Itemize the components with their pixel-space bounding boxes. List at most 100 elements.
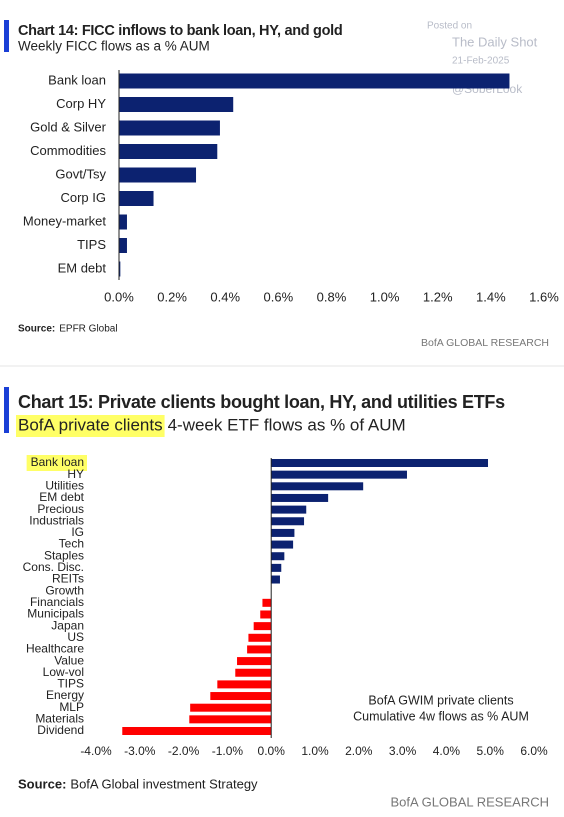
bar xyxy=(119,120,220,136)
source-label: Source: xyxy=(18,776,66,791)
y-tick-label: Cons. Disc. xyxy=(23,560,84,574)
bar xyxy=(260,610,272,619)
x-tick-label: 0.8% xyxy=(317,289,347,304)
x-tick-label: 0.0% xyxy=(104,289,134,304)
x-tick-label: 3.0% xyxy=(389,744,417,758)
bar xyxy=(271,505,307,514)
y-tick-label: Corp HY xyxy=(56,96,106,111)
y-tick-label: Bank loan xyxy=(48,72,106,87)
watermark: 21-Feb-2025 xyxy=(452,56,510,67)
y-tick-label: TIPS xyxy=(57,677,84,691)
chart-title: Chart 14: FICC inflows to bank loan, HY,… xyxy=(18,23,342,39)
bar xyxy=(247,645,272,654)
y-tick-label: Growth xyxy=(45,583,84,597)
bar xyxy=(119,214,127,230)
y-tick-label: Utilities xyxy=(45,478,84,492)
bar xyxy=(271,482,364,491)
annotation: BofA GWIM private clients xyxy=(368,693,513,707)
x-tick-label: 1.6% xyxy=(529,289,559,304)
y-tick-label: Precious xyxy=(37,502,84,516)
y-tick-label: Staples xyxy=(44,548,84,562)
y-tick-label: Corp IG xyxy=(60,190,106,205)
bar xyxy=(119,238,127,253)
x-tick-label: 2.0% xyxy=(345,744,373,758)
highlight xyxy=(26,455,87,471)
x-tick-label: -4.0% xyxy=(80,744,112,758)
y-tick-label: IG xyxy=(71,525,84,539)
chart-subtitle: Weekly FICC flows as a % AUM xyxy=(18,39,210,54)
x-tick-label: 0.2% xyxy=(157,289,187,304)
bar xyxy=(119,167,197,183)
title-accent xyxy=(4,387,9,433)
y-tick-label: US xyxy=(67,630,84,644)
y-tick-label: Commodities xyxy=(30,143,106,158)
source: EPFR Global xyxy=(59,324,117,335)
footer: BofA GLOBAL RESEARCH xyxy=(421,337,549,349)
y-tick-label: Gold & Silver xyxy=(30,119,107,134)
footer: BofA GLOBAL RESEARCH xyxy=(391,794,549,809)
x-tick-label: -2.0% xyxy=(168,744,200,758)
chart-title: Chart 15: Private clients bought loan, H… xyxy=(18,392,505,412)
bar xyxy=(271,540,294,549)
bar xyxy=(119,191,154,206)
x-tick-label: 0.0% xyxy=(258,744,286,758)
y-tick-label: Bank loan xyxy=(31,455,84,469)
y-tick-label: Low-vol xyxy=(43,665,84,679)
y-tick-label: Tech xyxy=(59,537,84,551)
x-tick-label: -1.0% xyxy=(212,744,244,758)
watermark: The Daily Shot xyxy=(452,34,538,49)
title-accent xyxy=(4,20,9,52)
bar xyxy=(210,692,272,701)
y-tick-label: TIPS xyxy=(77,237,106,252)
bar xyxy=(262,598,272,607)
y-tick-label: Industrials xyxy=(29,513,84,527)
x-tick-label: -3.0% xyxy=(124,744,156,758)
x-tick-label: 5.0% xyxy=(477,744,505,758)
x-tick-label: 0.6% xyxy=(264,289,294,304)
bar xyxy=(119,261,121,277)
bar xyxy=(119,97,234,112)
source-label: Source: xyxy=(18,324,55,335)
bar xyxy=(237,657,272,666)
bar xyxy=(119,144,218,159)
bar xyxy=(248,633,272,642)
bar xyxy=(190,703,272,712)
y-tick-label: Money-market xyxy=(23,213,106,228)
watermark: Posted on xyxy=(427,21,472,32)
y-tick-label: Value xyxy=(54,653,84,667)
bar xyxy=(271,493,329,502)
bar xyxy=(271,563,282,572)
y-tick-label: HY xyxy=(67,467,84,481)
bar xyxy=(271,517,305,526)
bar xyxy=(271,528,295,537)
x-tick-label: 4.0% xyxy=(433,744,461,758)
x-tick-label: 1.0% xyxy=(370,289,400,304)
x-tick-label: 0.4% xyxy=(210,289,240,304)
y-tick-label: REITs xyxy=(52,572,84,586)
annotation: Cumulative 4w flows as % AUM xyxy=(353,709,529,723)
bar xyxy=(189,715,272,724)
y-tick-label: EM debt xyxy=(58,260,107,275)
y-tick-label: Materials xyxy=(35,712,84,726)
source: BofA Global investment Strategy xyxy=(70,776,258,791)
chart-subtitle: 4-week ETF flows as % of AUM xyxy=(168,415,406,434)
y-tick-label: Govt/Tsy xyxy=(55,166,106,181)
y-tick-label: Japan xyxy=(51,618,84,632)
bar xyxy=(253,622,272,631)
x-tick-label: 1.4% xyxy=(476,289,506,304)
bar xyxy=(271,470,407,479)
bar xyxy=(119,73,510,89)
x-tick-label: 1.2% xyxy=(423,289,453,304)
bar xyxy=(122,727,272,735)
subtitle-highlight: BofA private clients xyxy=(18,415,163,434)
bar xyxy=(271,552,285,561)
y-tick-label: Energy xyxy=(46,688,84,702)
bar xyxy=(235,668,272,677)
y-tick-label: Dividend xyxy=(37,723,84,737)
bar xyxy=(271,575,280,584)
x-tick-label: 1.0% xyxy=(301,744,329,758)
y-tick-label: Municipals xyxy=(27,607,84,621)
bar xyxy=(217,680,272,689)
